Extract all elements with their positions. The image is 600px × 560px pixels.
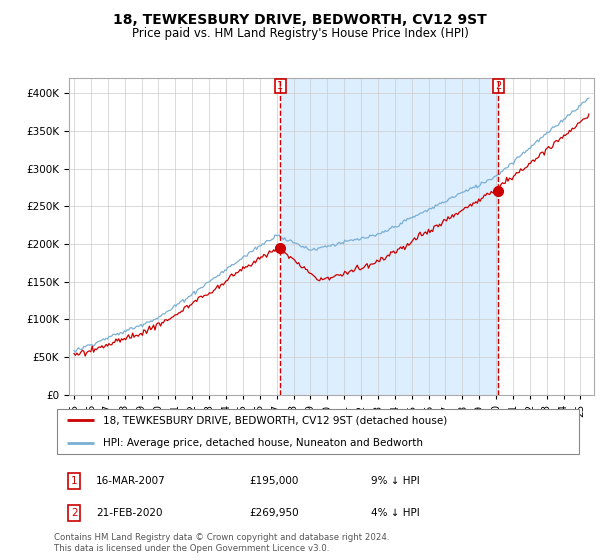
Text: 1: 1 [71,476,77,486]
Text: 2: 2 [71,508,77,517]
Text: £269,950: £269,950 [250,508,299,517]
Text: 21-FEB-2020: 21-FEB-2020 [96,508,163,517]
Text: 2: 2 [495,81,502,91]
Text: 18, TEWKESBURY DRIVE, BEDWORTH, CV12 9ST (detached house): 18, TEWKESBURY DRIVE, BEDWORTH, CV12 9ST… [103,416,447,426]
Text: £195,000: £195,000 [250,476,299,486]
Text: 16-MAR-2007: 16-MAR-2007 [96,476,166,486]
FancyBboxPatch shape [56,409,580,454]
Text: 1: 1 [277,81,283,91]
Text: Contains HM Land Registry data © Crown copyright and database right 2024.
This d: Contains HM Land Registry data © Crown c… [54,533,389,553]
Text: HPI: Average price, detached house, Nuneaton and Bedworth: HPI: Average price, detached house, Nune… [103,438,422,448]
Text: 18, TEWKESBURY DRIVE, BEDWORTH, CV12 9ST: 18, TEWKESBURY DRIVE, BEDWORTH, CV12 9ST [113,13,487,27]
Text: Price paid vs. HM Land Registry's House Price Index (HPI): Price paid vs. HM Land Registry's House … [131,27,469,40]
Text: 4% ↓ HPI: 4% ↓ HPI [371,508,419,517]
Text: 9% ↓ HPI: 9% ↓ HPI [371,476,419,486]
